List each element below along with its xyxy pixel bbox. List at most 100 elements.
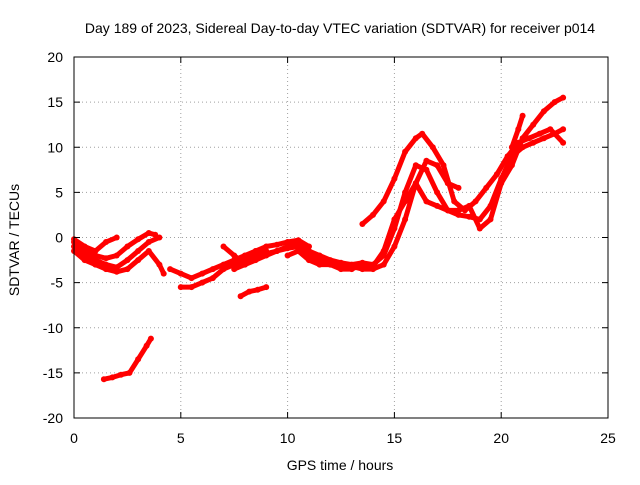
y-tick-label: 15 bbox=[47, 94, 63, 110]
data-point bbox=[295, 237, 302, 244]
data-point bbox=[461, 207, 468, 214]
data-point bbox=[476, 225, 483, 232]
data-point bbox=[135, 356, 142, 363]
data-point bbox=[530, 121, 537, 128]
data-point bbox=[81, 257, 88, 264]
data-point bbox=[402, 148, 409, 155]
data-point bbox=[419, 130, 426, 137]
data-point bbox=[402, 198, 409, 205]
data-point bbox=[103, 239, 109, 245]
data-point bbox=[113, 268, 120, 275]
data-point bbox=[434, 189, 441, 196]
y-tick-label: 20 bbox=[47, 49, 63, 65]
data-point bbox=[536, 130, 543, 137]
data-series bbox=[71, 94, 567, 383]
data-point bbox=[423, 157, 430, 164]
data-point bbox=[380, 261, 387, 268]
data-point bbox=[81, 243, 88, 250]
x-axis-label: GPS time / hours bbox=[287, 457, 394, 473]
data-point bbox=[199, 270, 206, 277]
data-point bbox=[156, 261, 163, 268]
data-point bbox=[124, 257, 131, 264]
data-point bbox=[254, 286, 261, 293]
data-point bbox=[209, 275, 216, 282]
data-point bbox=[515, 139, 522, 146]
data-point bbox=[124, 243, 131, 250]
data-point bbox=[273, 241, 280, 248]
data-point bbox=[263, 243, 270, 250]
x-tick-label: 20 bbox=[493, 430, 509, 446]
y-tick-label: -20 bbox=[43, 410, 63, 426]
data-point bbox=[493, 171, 500, 178]
data-point bbox=[113, 252, 120, 259]
data-point bbox=[199, 279, 206, 286]
data-point bbox=[547, 126, 554, 133]
y-axis-label: SDTVAR / TECUs bbox=[6, 184, 22, 296]
data-point bbox=[429, 144, 436, 151]
axis-ticks: 0 5 10 15 20 25 -20 -15 -10 -5 0 5 10 15 20 bbox=[43, 49, 616, 446]
data-point bbox=[126, 369, 133, 376]
data-point bbox=[451, 198, 458, 205]
data-point bbox=[252, 252, 259, 259]
data-point bbox=[338, 266, 344, 273]
data-point bbox=[455, 184, 462, 191]
data-point bbox=[380, 198, 387, 205]
data-point bbox=[113, 264, 120, 271]
data-point bbox=[391, 243, 398, 250]
series-track-3 bbox=[71, 248, 167, 277]
data-point bbox=[560, 126, 567, 133]
data-point bbox=[188, 275, 195, 282]
data-point bbox=[220, 243, 227, 250]
data-point bbox=[504, 153, 511, 160]
data-point bbox=[284, 245, 291, 252]
data-point bbox=[263, 248, 270, 254]
data-point bbox=[508, 162, 515, 169]
data-point bbox=[103, 266, 109, 273]
data-point bbox=[348, 266, 355, 273]
data-point bbox=[209, 266, 216, 273]
data-point bbox=[295, 248, 302, 254]
data-point bbox=[380, 248, 387, 254]
data-point bbox=[118, 371, 124, 378]
data-point bbox=[100, 376, 107, 383]
data-point bbox=[540, 108, 547, 115]
data-point bbox=[295, 243, 302, 250]
data-point bbox=[498, 180, 505, 187]
y-tick-label: -5 bbox=[51, 275, 64, 291]
data-point bbox=[412, 135, 419, 142]
data-point bbox=[412, 180, 419, 187]
chart-title: Day 189 of 2023, Sidereal Day-to-day VTE… bbox=[85, 20, 595, 36]
data-point bbox=[434, 162, 441, 169]
data-point bbox=[370, 211, 376, 218]
data-point bbox=[391, 216, 398, 223]
data-point bbox=[412, 162, 419, 169]
data-point bbox=[220, 266, 227, 273]
data-point bbox=[284, 252, 291, 259]
data-point bbox=[472, 198, 479, 205]
data-point bbox=[143, 342, 150, 349]
series-track-8 bbox=[231, 158, 461, 272]
data-point bbox=[167, 266, 174, 273]
data-point bbox=[188, 284, 195, 291]
data-point bbox=[103, 255, 109, 262]
data-point bbox=[284, 239, 291, 245]
data-point bbox=[402, 189, 409, 196]
x-tick-label: 25 bbox=[600, 430, 616, 446]
data-point bbox=[515, 126, 522, 133]
x-tick-label: 0 bbox=[70, 430, 78, 446]
data-point bbox=[359, 261, 366, 268]
data-point bbox=[147, 335, 154, 342]
data-point bbox=[560, 94, 567, 101]
data-point bbox=[92, 248, 99, 254]
data-point bbox=[135, 248, 142, 254]
data-point bbox=[423, 198, 430, 205]
data-point bbox=[370, 263, 376, 270]
data-point bbox=[156, 234, 163, 241]
data-point bbox=[124, 266, 131, 273]
data-point bbox=[113, 234, 120, 241]
y-tick-label: 10 bbox=[47, 139, 63, 155]
data-point bbox=[177, 270, 184, 277]
data-point bbox=[231, 266, 238, 273]
data-point bbox=[145, 248, 152, 254]
